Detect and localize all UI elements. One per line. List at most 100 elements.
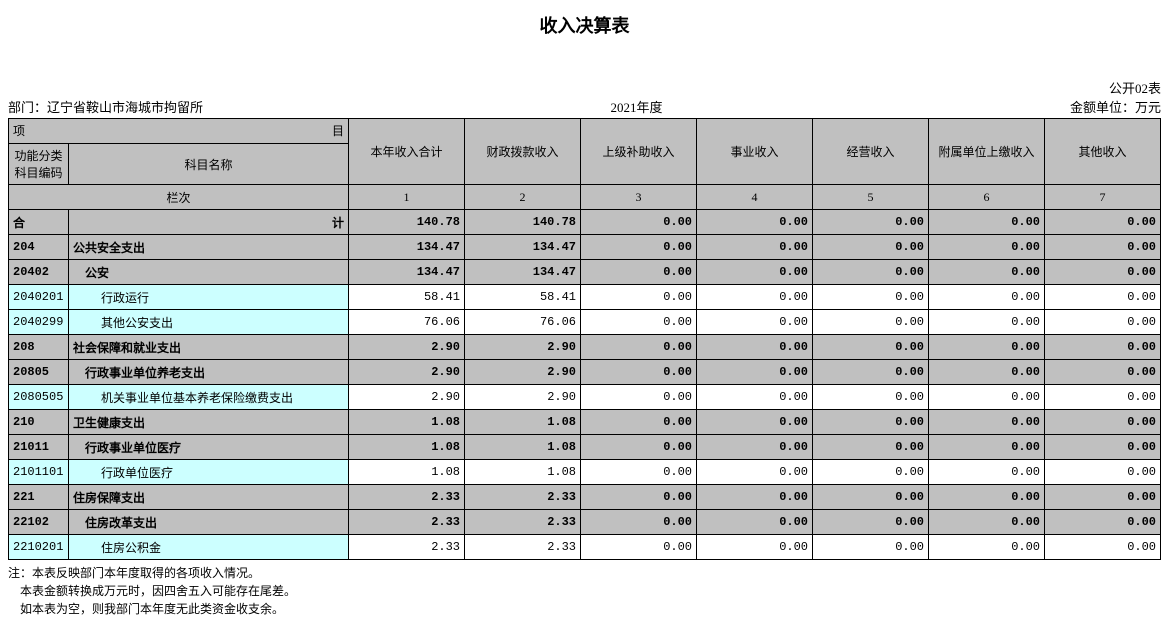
table-row: 合计140.78140.780.000.000.000.000.00: [9, 210, 1161, 235]
cell-value: 0.00: [697, 410, 813, 435]
cell-value: 134.47: [349, 260, 465, 285]
cell-value: 0.00: [1045, 235, 1161, 260]
cell-code: 22102: [9, 510, 69, 535]
cell-value: 0.00: [929, 510, 1045, 535]
cell-value: 0.00: [697, 535, 813, 560]
cell-value: 2.90: [465, 360, 581, 385]
cell-value: 0.00: [697, 385, 813, 410]
cell-value: 0.00: [813, 285, 929, 310]
cell-value: 2.33: [349, 510, 465, 535]
cell-value: 0.00: [929, 335, 1045, 360]
cell-value: 0.00: [1045, 535, 1161, 560]
cell-code: 2101101: [9, 460, 69, 485]
cell-value: 0.00: [813, 385, 929, 410]
cell-name: 行政运行: [69, 285, 349, 310]
th-n2: 2: [465, 185, 581, 210]
cell-value: 0.00: [813, 260, 929, 285]
cell-name: 行政事业单位医疗: [69, 435, 349, 460]
table-row: 210卫生健康支出1.081.080.000.000.000.000.00: [9, 410, 1161, 435]
cell-value: 2.33: [465, 485, 581, 510]
th-n6: 6: [929, 185, 1045, 210]
cell-value: 1.08: [349, 435, 465, 460]
cell-value: 58.41: [465, 285, 581, 310]
page-title: 收入决算表: [8, 12, 1161, 38]
cell-value: 0.00: [813, 510, 929, 535]
cell-value: 0.00: [1045, 460, 1161, 485]
cell-value: 0.00: [813, 535, 929, 560]
th-col-6: 附属单位上缴收入: [929, 119, 1045, 185]
cell-name: 其他公安支出: [69, 310, 349, 335]
cell-value: 2.90: [465, 385, 581, 410]
cell-value: 0.00: [929, 485, 1045, 510]
cell-value: 0.00: [813, 485, 929, 510]
cell-value: 0.00: [813, 235, 929, 260]
th-col-7: 其他收入: [1045, 119, 1161, 185]
income-table: 项目 本年收入合计 财政拨款收入 上级补助收入 事业收入 经营收入 附属单位上缴…: [8, 118, 1161, 560]
cell-value: 0.00: [929, 260, 1045, 285]
cell-value: 58.41: [349, 285, 465, 310]
cell-value: 0.00: [929, 385, 1045, 410]
cell-value: 0.00: [581, 210, 697, 235]
dept-info: 部门：辽宁省鞍山市海城市拘留所: [8, 97, 203, 116]
cell-value: 0.00: [581, 385, 697, 410]
cell-value: 0.00: [581, 485, 697, 510]
table-row: 21011行政事业单位医疗1.081.080.000.000.000.000.0…: [9, 435, 1161, 460]
cell-code: 20402: [9, 260, 69, 285]
heji-right: 计: [69, 210, 349, 235]
cell-value: 0.00: [697, 485, 813, 510]
dept-label: 部门：: [8, 100, 47, 115]
cell-value: 2.90: [349, 385, 465, 410]
note-line: 注：本表反映部门本年度取得的各项收入情况。: [8, 564, 1161, 582]
table-row: 20805行政事业单位养老支出2.902.900.000.000.000.000…: [9, 360, 1161, 385]
cell-value: 1.08: [465, 435, 581, 460]
cell-value: 0.00: [697, 235, 813, 260]
cell-value: 0.00: [697, 210, 813, 235]
cell-value: 0.00: [1045, 410, 1161, 435]
cell-value: 0.00: [581, 360, 697, 385]
cell-value: 0.00: [697, 360, 813, 385]
cell-value: 0.00: [1045, 485, 1161, 510]
table-code: 公开02表: [8, 78, 1161, 97]
cell-value: 1.08: [349, 410, 465, 435]
cell-value: 0.00: [929, 535, 1045, 560]
cell-value: 0.00: [813, 435, 929, 460]
th-col-2: 财政拨款收入: [465, 119, 581, 185]
th-col-4: 事业收入: [697, 119, 813, 185]
heji-left: 合: [9, 210, 69, 235]
cell-value: 2.33: [465, 510, 581, 535]
th-xiangmu: 项目: [9, 119, 349, 144]
th-xiang: 项: [13, 122, 25, 139]
th-n7: 7: [1045, 185, 1161, 210]
cell-value: 0.00: [697, 335, 813, 360]
cell-code: 2040201: [9, 285, 69, 310]
cell-value: 2.90: [349, 360, 465, 385]
cell-value: 0.00: [813, 335, 929, 360]
table-body: 合计140.78140.780.000.000.000.000.00204公共安…: [9, 210, 1161, 560]
cell-value: 0.00: [929, 210, 1045, 235]
cell-code: 2210201: [9, 535, 69, 560]
year-info: 2021年度: [611, 97, 663, 116]
cell-value: 2.90: [349, 335, 465, 360]
table-row: 2040299其他公安支出76.0676.060.000.000.000.000…: [9, 310, 1161, 335]
cell-value: 0.00: [929, 410, 1045, 435]
table-row: 2080505机关事业单位基本养老保险缴费支出2.902.900.000.000…: [9, 385, 1161, 410]
th-mu: 目: [332, 122, 344, 139]
cell-value: 0.00: [813, 360, 929, 385]
cell-value: 0.00: [929, 435, 1045, 460]
cell-value: 0.00: [581, 335, 697, 360]
cell-value: 140.78: [349, 210, 465, 235]
cell-code: 210: [9, 410, 69, 435]
th-col-1: 本年收入合计: [349, 119, 465, 185]
cell-value: 0.00: [1045, 435, 1161, 460]
cell-value: 1.08: [465, 460, 581, 485]
cell-value: 0.00: [813, 310, 929, 335]
cell-name: 住房保障支出: [69, 485, 349, 510]
cell-value: 2.33: [349, 535, 465, 560]
dept-value: 辽宁省鞍山市海城市拘留所: [47, 100, 203, 115]
cell-name: 机关事业单位基本养老保险缴费支出: [69, 385, 349, 410]
cell-value: 0.00: [697, 285, 813, 310]
meta-row: 部门：辽宁省鞍山市海城市拘留所 2021年度 金额单位：万元: [8, 97, 1161, 116]
th-code: 功能分类 科目编码: [9, 144, 69, 185]
cell-name: 行政事业单位养老支出: [69, 360, 349, 385]
cell-value: 0.00: [929, 235, 1045, 260]
